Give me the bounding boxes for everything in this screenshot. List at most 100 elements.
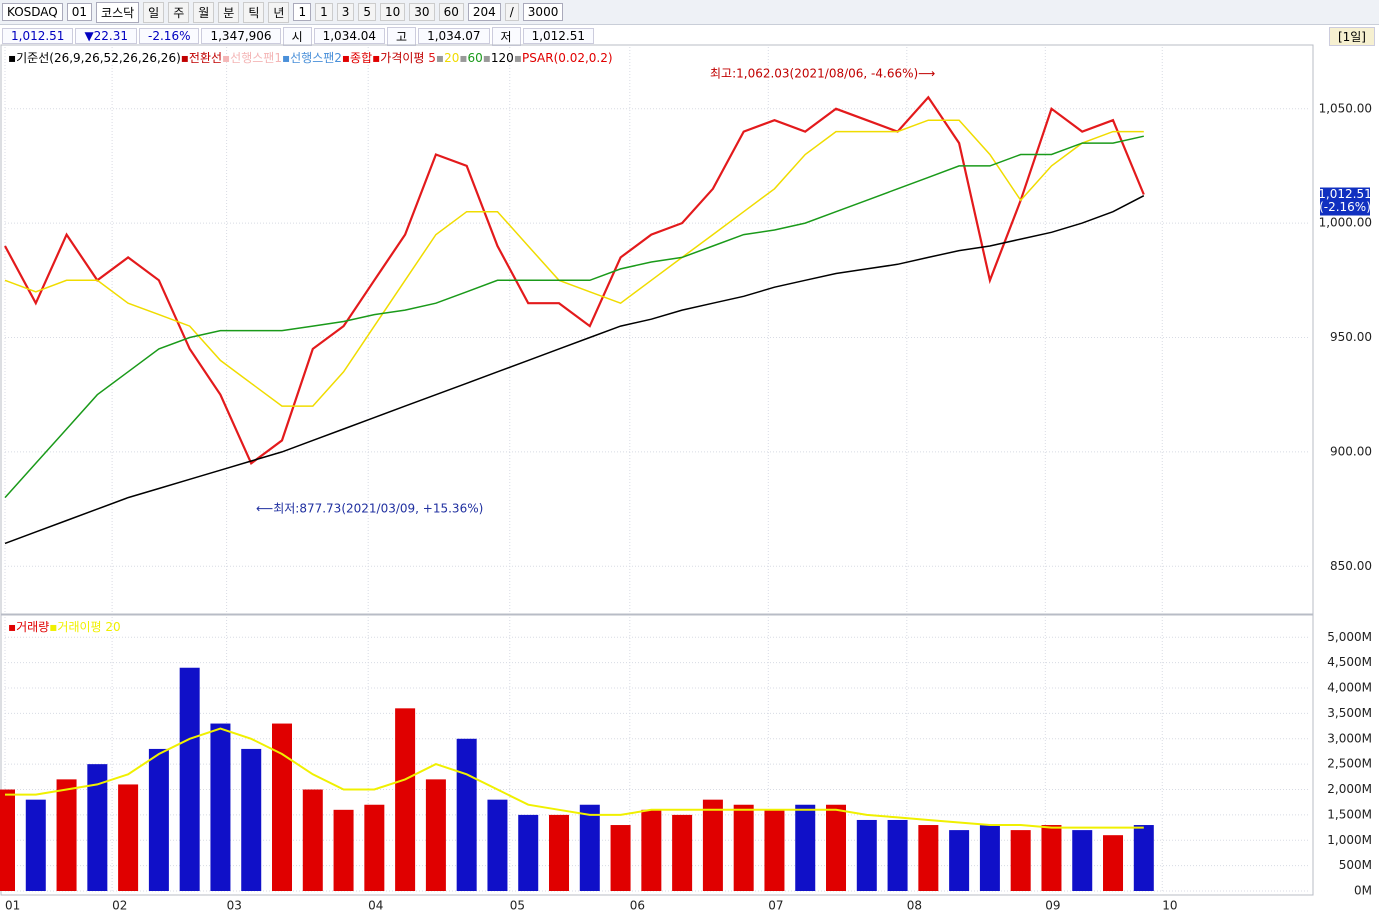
volume-bar — [87, 764, 108, 891]
legend-item: 종합 — [350, 51, 372, 65]
legend: ▪기준선(26,9,26,52,26,26,26)▪전환선▪선행스팬1▪선행스팬… — [8, 50, 613, 65]
y-tick-label: 4,000M — [1327, 681, 1372, 695]
volume-bar — [0, 789, 15, 891]
legend-marker: ▪ — [514, 51, 522, 65]
y-tick-label: 2,000M — [1327, 782, 1372, 796]
x-tick-label: 01 — [5, 899, 20, 913]
volume-bar — [241, 748, 262, 891]
volume-bar — [1133, 825, 1154, 891]
period-button[interactable]: 틱 — [243, 1, 265, 23]
info-item: 1,347,906 — [201, 28, 281, 44]
x-tick-label: 02 — [112, 899, 127, 913]
minute-button[interactable]: 5 — [358, 3, 376, 21]
y-tick-label: 1,000M — [1327, 833, 1372, 847]
info-bar: 1,012.51 ▼22.31 -2.16% 1,347,906 시 1,034.04 고 1… — [0, 26, 1379, 46]
info-item: 1,034.04 — [313, 28, 386, 44]
x-tick-label: 09 — [1045, 899, 1060, 913]
volume-bar — [518, 814, 539, 891]
volume-bar — [333, 809, 354, 891]
legend-marker: ▪ — [49, 620, 57, 634]
name-input[interactable]: 코스닥 — [96, 1, 140, 23]
volume-bar — [641, 809, 662, 891]
volume-bar — [1103, 835, 1124, 891]
y-tick-label: 3,000M — [1327, 731, 1372, 745]
volume-bar — [764, 809, 785, 891]
count-input[interactable]: 204 — [467, 3, 501, 21]
y-tick-label: 500M — [1339, 858, 1372, 872]
volume-bar — [610, 825, 631, 891]
y-tick-label: 3,500M — [1327, 706, 1372, 720]
volume-bar — [826, 804, 847, 891]
code-input[interactable]: 01 — [66, 3, 93, 21]
volume-bar — [179, 667, 200, 891]
volume-bar — [1041, 825, 1062, 891]
volume-bar — [887, 819, 908, 891]
legend-marker: ▪ — [372, 51, 380, 65]
price-line — [4, 119, 1144, 407]
y-tick-label: 950.00 — [1330, 330, 1372, 344]
y-tick-label: 1,050.00 — [1319, 101, 1372, 115]
minute-button[interactable]: 30 — [409, 3, 435, 21]
legend-marker: ▪ — [8, 620, 16, 634]
period-button[interactable]: 일 — [143, 1, 165, 23]
legend-marker: ▪ — [222, 51, 230, 65]
current-price: 1,012.51 — [1318, 187, 1371, 201]
x-tick-label: 04 — [368, 899, 383, 913]
separator: / — [504, 3, 519, 21]
legend-item: 120 — [491, 51, 514, 65]
volume-bar — [302, 789, 323, 891]
legend-item: 거래이평 20 — [57, 620, 120, 634]
legend-marker: ▪ — [8, 51, 16, 65]
legend-item: PSAR(0.02,0.2) — [522, 51, 613, 65]
period-label[interactable]: [1일] — [1328, 26, 1375, 46]
x-tick-label: 07 — [768, 899, 783, 913]
volume-bar — [56, 779, 77, 891]
legend-item: 기준선(26,9,26,52,26,26,26) — [16, 51, 181, 65]
market-select[interactable]: KOSDAQ — [2, 3, 63, 21]
current-change: (-2.16%) — [1319, 200, 1371, 214]
volume-bar — [395, 708, 416, 891]
info-item: -2.16% — [139, 28, 200, 44]
period-button[interactable]: 분 — [218, 1, 240, 23]
legend-item: 5 — [428, 51, 436, 65]
minute-button[interactable]: 10 — [380, 3, 406, 21]
y-tick-label: 2,500M — [1327, 757, 1372, 771]
volume-bar — [979, 825, 1000, 891]
legend-item: 가격이평 — [380, 51, 424, 65]
volume-bar — [702, 799, 723, 891]
low-annotation: ⟵최저:877.73(2021/03/09, +15.36%) — [256, 502, 483, 516]
volume-bar — [148, 748, 169, 891]
volume-bar — [549, 814, 570, 891]
minute-button[interactable]: 1 — [315, 3, 333, 21]
volume-bar — [272, 723, 293, 891]
toolbar: KOSDAQ 01 코스닥 일 주 월 분 틱 년 1 1 3 5 10 30 60 204/3000 — [0, 0, 1379, 25]
period-button[interactable]: 년 — [268, 1, 290, 23]
volume-ma-line — [5, 727, 1144, 829]
y-tick-label: 5,000M — [1327, 630, 1372, 644]
legend-item: 선행스팬1 — [230, 50, 282, 65]
minute-button[interactable]: 60 — [438, 3, 464, 21]
y-tick-label: 1,500M — [1327, 807, 1372, 821]
volume-bar — [425, 779, 446, 891]
legend: ▪거래량▪거래이평 20 — [8, 620, 121, 634]
y-tick-label: 4,500M — [1327, 655, 1372, 669]
period-button[interactable]: 주 — [168, 1, 190, 23]
volume-bar — [733, 804, 754, 891]
current-price-box — [1320, 187, 1370, 216]
legend-item: 전환선 — [189, 51, 222, 65]
unit-select[interactable]: 1 — [293, 3, 312, 21]
legend-marker: ▪ — [436, 51, 444, 65]
panel-frame — [0, 614, 1314, 896]
volume-bar — [579, 804, 600, 891]
max-input[interactable]: 3000 — [522, 3, 564, 21]
price-line — [4, 135, 1144, 499]
minute-button[interactable]: 3 — [336, 3, 355, 21]
legend-item: 60 — [467, 51, 482, 65]
volume-bar — [487, 799, 508, 891]
y-tick-label: 0M — [1354, 884, 1372, 898]
info-item: 1,012.51 — [522, 28, 595, 44]
volume-bar — [210, 723, 231, 891]
period-button[interactable]: 월 — [193, 1, 215, 23]
